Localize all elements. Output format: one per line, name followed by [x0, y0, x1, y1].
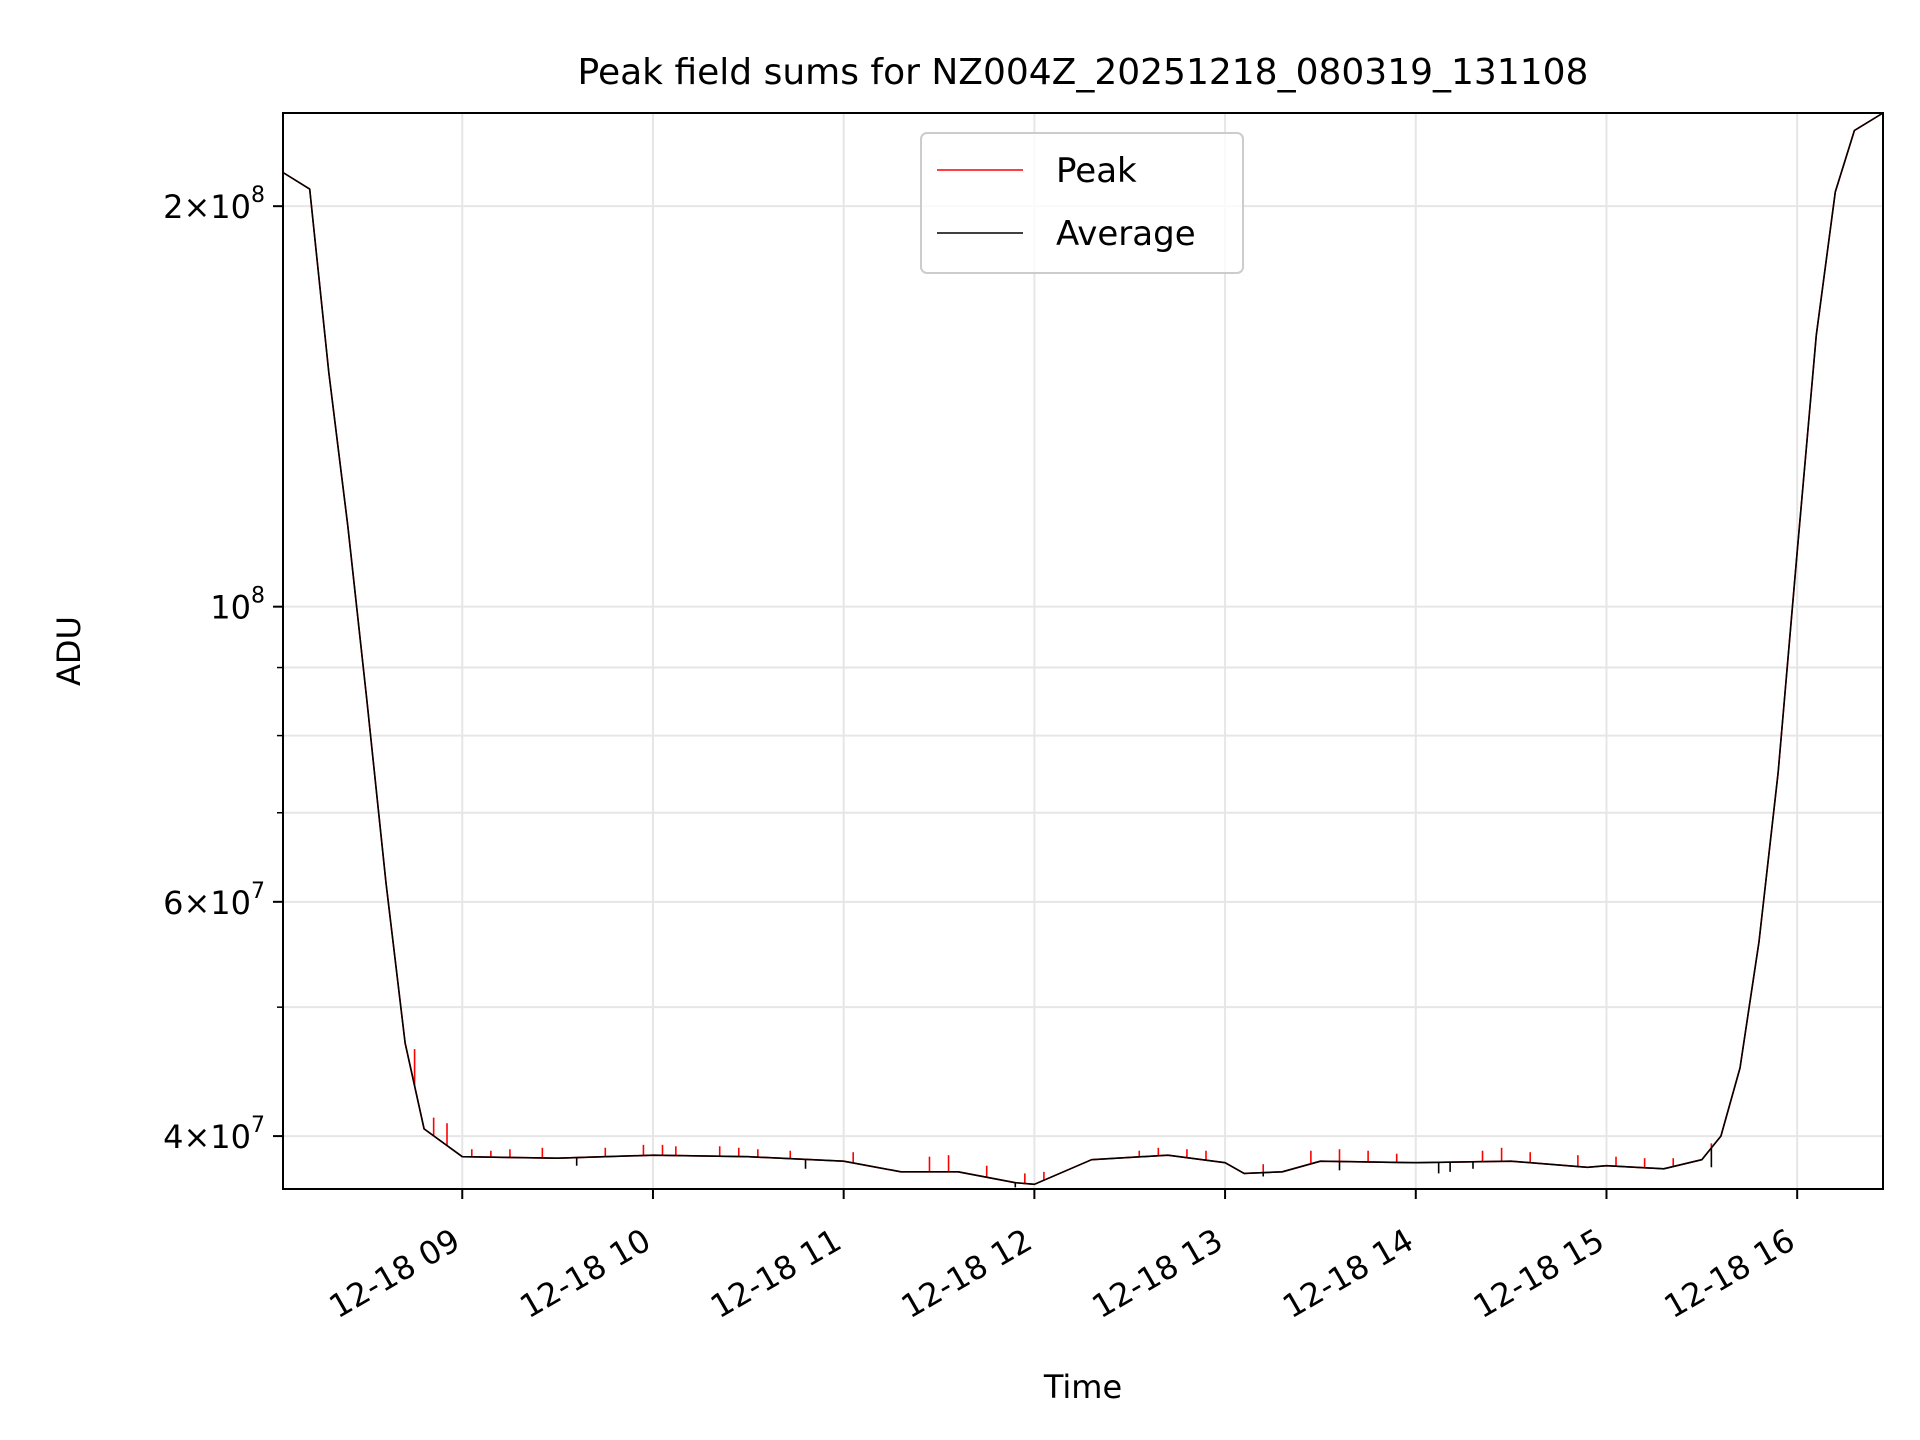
- y-tick-exponent: 7: [251, 1113, 265, 1138]
- average-series-line: [282, 112, 1884, 1186]
- legend-box: [920, 132, 1244, 274]
- y-tick-exponent: 7: [251, 879, 265, 904]
- y-tick-times: ×10: [183, 884, 251, 922]
- y-tick-times: ×10: [183, 1118, 251, 1156]
- legend-peak-label: Peak: [1056, 151, 1137, 191]
- series-average: [282, 112, 1884, 1188]
- y-tick-label: 2×108: [163, 183, 265, 226]
- y-tick-mantissa: 6: [163, 884, 183, 922]
- y-tick-exponent: 8: [251, 584, 265, 609]
- x-axis-label: Time: [1043, 1368, 1122, 1406]
- y-tick-label: 108: [210, 584, 265, 627]
- y-tick-exponent: 8: [251, 183, 265, 208]
- y-tick-label: 4×107: [163, 1113, 265, 1156]
- plot-area-border: [282, 112, 1884, 1190]
- y-axis-label: ADU: [50, 616, 88, 686]
- y-tick-label: 6×107: [163, 879, 265, 922]
- y-tick-mantissa: 2: [163, 188, 183, 226]
- grid: [283, 113, 1883, 1189]
- legend: Peak Average: [920, 132, 1244, 274]
- chart-title: Peak field sums for NZ004Z_20251218_0803…: [578, 52, 1589, 93]
- y-tick-times: ×10: [183, 188, 251, 226]
- y-tick-base: 10: [210, 589, 251, 627]
- y-tick-mantissa: 4: [163, 1118, 183, 1156]
- legend-average-label: Average: [1056, 214, 1196, 254]
